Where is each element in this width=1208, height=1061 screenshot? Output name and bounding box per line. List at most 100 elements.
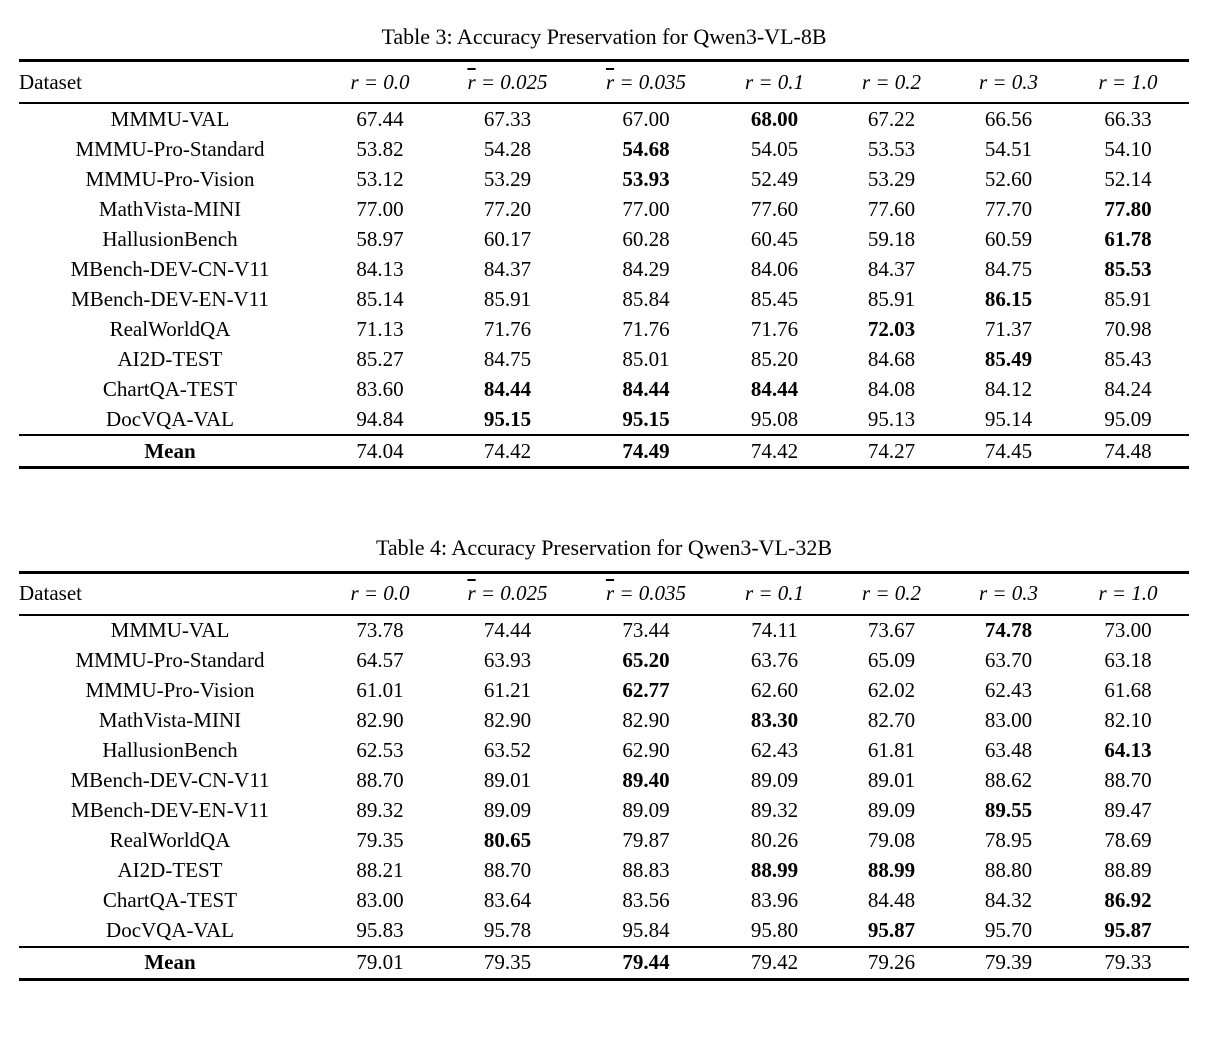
value-cell: 54.51	[984, 136, 1033, 161]
value-cell: 74.42	[750, 438, 799, 463]
value-cell: 95.83	[356, 918, 404, 943]
value-cell: 84.68	[867, 346, 916, 371]
dataset-name-cell: AI2D-TEST	[117, 858, 223, 883]
table-row: HallusionBench 62.53 63.52 62.90 62.43 61.81 6…	[19, 736, 1189, 766]
table3-body: MMMU-VAL 67.44 67.33 67.00 68.00 67.22 66.56 66…	[19, 103, 1189, 468]
value-cell: 74.49	[622, 438, 670, 463]
value-cell: 79.01	[356, 950, 404, 975]
value-cell: 88.62	[984, 768, 1033, 793]
header-value: = 0.035	[614, 69, 687, 94]
value-cell: 88.70	[1104, 768, 1152, 793]
value-cell: 62.60	[750, 678, 799, 703]
value-cell: 71.76	[750, 316, 799, 341]
value-cell: 82.90	[483, 708, 532, 733]
value-cell: 85.91	[1104, 286, 1152, 311]
value-cell: 89.09	[867, 798, 916, 823]
value-cell: 58.97	[356, 226, 404, 251]
value-cell: 88.99	[750, 858, 799, 883]
column-header-r: r = 0.035	[576, 572, 716, 615]
value-cell: 77.00	[622, 196, 670, 221]
r-symbol: r	[1098, 581, 1107, 606]
value-cell: 83.56	[622, 888, 670, 913]
value-cell: 84.75	[483, 346, 532, 371]
value-cell: 67.22	[867, 106, 916, 131]
value-cell: 74.04	[356, 438, 404, 463]
dataset-name-cell: DocVQA-VAL	[106, 406, 234, 431]
value-cell: 60.17	[483, 226, 532, 251]
value-cell: 77.20	[483, 196, 532, 221]
r-symbol: r	[350, 581, 359, 606]
value-cell: 66.33	[1104, 106, 1152, 131]
value-cell: 82.10	[1104, 708, 1152, 733]
value-cell: 84.44	[483, 376, 532, 401]
value-cell: 62.02	[867, 678, 916, 703]
value-cell: 84.48	[867, 888, 916, 913]
table-row: MMMU-Pro-Vision 61.01 61.21 62.77 62.60 62.02…	[19, 676, 1189, 706]
table-row: AI2D-TEST 85.27 84.75 85.01 85.20 84.68 85.49 8…	[19, 344, 1189, 374]
table-row: MBench-DEV-CN-V11 84.13 84.37 84.29 84.06 84.…	[19, 254, 1189, 284]
value-cell: 77.80	[1104, 196, 1152, 221]
header-value: = 0.3	[987, 69, 1039, 94]
value-cell: 73.67	[867, 618, 916, 643]
value-cell: 74.78	[984, 618, 1033, 643]
value-cell: 52.49	[750, 166, 799, 191]
value-cell: 88.89	[1104, 858, 1152, 883]
column-header-r: r = 0.025	[439, 572, 576, 615]
value-cell: 62.90	[622, 738, 670, 763]
value-cell: 88.70	[483, 858, 532, 883]
value-cell: 86.15	[984, 286, 1033, 311]
column-header-r: r = 0.035	[576, 61, 716, 104]
dataset-name-cell: DocVQA-VAL	[106, 918, 234, 943]
r-bar-symbol: r	[605, 69, 615, 94]
table-row: HallusionBench 58.97 60.17 60.28 60.45 59.18 6…	[19, 224, 1189, 254]
value-cell: 79.33	[1104, 950, 1152, 975]
value-cell: 77.00	[356, 196, 404, 221]
r-symbol: r	[861, 581, 871, 606]
value-cell: 79.42	[750, 950, 799, 975]
value-cell: 53.29	[483, 166, 532, 191]
value-cell: 95.87	[867, 918, 916, 943]
value-cell: 63.70	[984, 648, 1033, 673]
value-cell: 71.37	[984, 316, 1033, 341]
value-cell: 63.93	[483, 648, 532, 673]
value-cell: 95.87	[1104, 918, 1152, 943]
dataset-name-cell: MBench-DEV-EN-V11	[71, 798, 269, 823]
value-cell: 53.29	[867, 166, 916, 191]
value-cell: 74.11	[751, 618, 798, 643]
r-symbol: r	[978, 581, 988, 606]
value-cell: 63.76	[750, 648, 799, 673]
table-row: MBench-DEV-EN-V11 85.14 85.91 85.84 85.45 85.…	[19, 284, 1189, 314]
column-header-r: r = 0.0	[321, 61, 439, 104]
dataset-name-cell: MMMU-Pro-Standard	[75, 136, 265, 161]
value-cell: 73.00	[1104, 618, 1152, 643]
table-row: RealWorldQA 79.35 80.65 79.87 80.26 79.08 78.9…	[19, 826, 1189, 856]
value-cell: 73.44	[622, 618, 670, 643]
value-cell: 78.69	[1104, 828, 1152, 853]
value-cell: 85.49	[984, 346, 1033, 371]
value-cell: 88.83	[622, 858, 670, 883]
value-cell: 68.00	[750, 106, 799, 131]
table3-block: Table 3: Accuracy Preservation for Qwen3…	[19, 0, 1189, 470]
header-value: = 0.1	[753, 581, 805, 606]
dataset-name-cell: MBench-DEV-CN-V11	[70, 768, 270, 793]
value-cell: 79.87	[622, 828, 670, 853]
value-cell: 60.45	[750, 226, 799, 251]
value-cell: 84.24	[1104, 376, 1152, 401]
dataset-name-cell: MMMU-VAL	[110, 618, 230, 643]
mean-label-cell: Mean	[144, 950, 196, 975]
value-cell: 54.10	[1104, 136, 1152, 161]
column-header-r: r = 0.025	[439, 61, 576, 104]
column-header-r: r = 0.1	[716, 61, 833, 104]
value-cell: 74.44	[483, 618, 532, 643]
r-symbol: r	[744, 581, 754, 606]
value-cell: 79.35	[483, 950, 532, 975]
value-cell: 66.56	[984, 106, 1033, 131]
dataset-name-cell: MMMU-VAL	[110, 106, 230, 131]
table3-header: Dataset r = 0.0 r = 0.025 r = 0.035 r = 0.1 r…	[19, 61, 1189, 104]
dataset-name-cell: MBench-DEV-EN-V11	[71, 286, 269, 311]
column-header-dataset: Dataset	[19, 581, 82, 606]
header-value: = 0.035	[614, 581, 687, 606]
column-header-r: r = 1.0	[1067, 61, 1189, 104]
value-cell: 52.14	[1104, 166, 1152, 191]
